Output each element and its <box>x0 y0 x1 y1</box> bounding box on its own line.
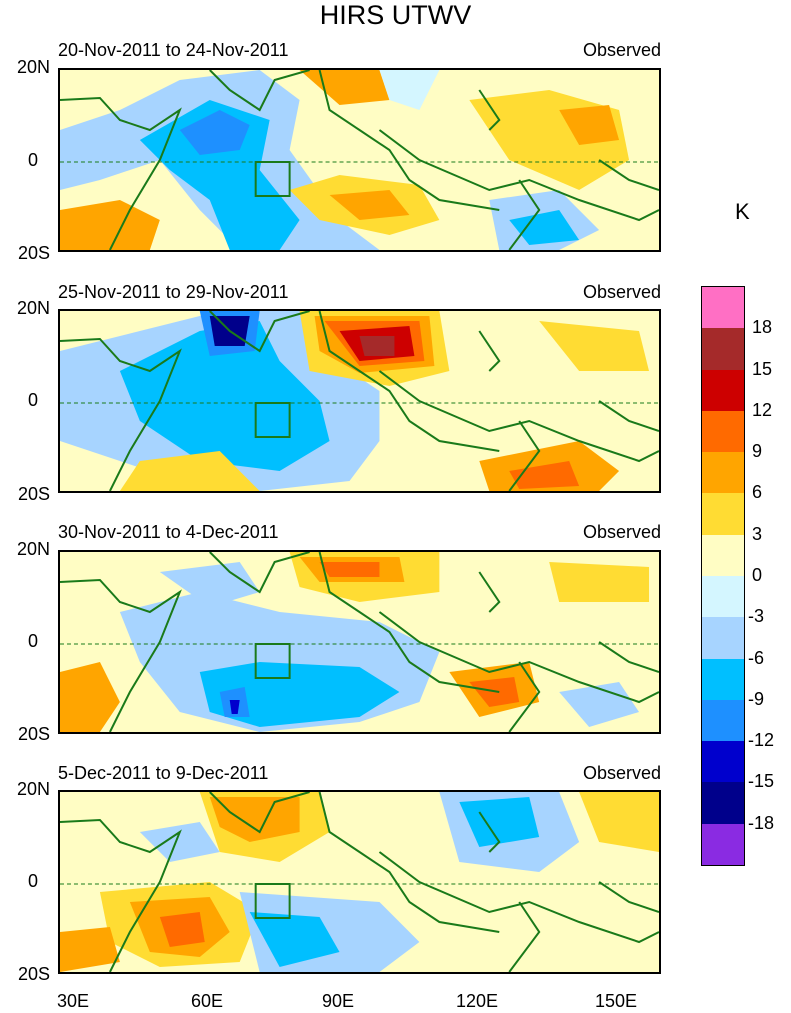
colorbar-tick-label: 18 <box>752 317 773 338</box>
panel-4-period: 5-Dec-2011 to 9-Dec-2011 <box>58 763 269 783</box>
colorbar-tick-label: -18 <box>748 812 775 833</box>
colorbar-box <box>702 534 744 577</box>
anomaly-contour <box>549 562 650 602</box>
panel-2-ylabel-0: 0 <box>27 390 38 410</box>
anomaly-contour <box>379 70 440 110</box>
panel-2-ylabel-20n: 20N <box>16 298 50 318</box>
colorbar-tick-label: 6 <box>752 482 763 503</box>
reference-box <box>254 402 291 438</box>
panel-4-label: Observed <box>582 763 661 783</box>
colorbar-box <box>702 369 744 412</box>
xlabel-30e: 30E <box>56 991 90 1011</box>
anomaly-contour <box>159 912 205 947</box>
panel-4-ylabel-20s: 20S <box>17 964 50 984</box>
anomaly-contour <box>159 562 260 607</box>
colorbar-tick-label: 3 <box>752 523 763 544</box>
panel-1-ylabel-20n: 20N <box>16 57 50 77</box>
anomaly-contour <box>119 451 260 491</box>
colorbar-tick-label: -9 <box>748 688 765 709</box>
panel-2-period: 25-Nov-2011 to 29-Nov-2011 <box>58 282 289 302</box>
colorbar-box <box>702 741 744 783</box>
colorbar-tick-label: -3 <box>748 606 765 627</box>
colorbar-box <box>702 328 744 371</box>
figure-title: HIRS UTWV <box>319 0 472 30</box>
colorbar-box <box>702 617 744 660</box>
anomaly-contour <box>509 210 580 245</box>
xlabel-60e: 60E <box>190 991 224 1011</box>
panel-2-ylabel-20s: 20S <box>17 484 50 504</box>
anomaly-contour <box>579 792 659 852</box>
colorbar-box <box>702 823 744 866</box>
map-panel-2 <box>58 309 661 493</box>
anomaly-contour <box>139 100 300 250</box>
reference-box <box>254 643 291 679</box>
panel-3-label: Observed <box>582 522 661 542</box>
anomaly-contour <box>209 797 300 842</box>
colorbar-unit: K <box>735 199 750 224</box>
panel-4-ylabel-20n: 20N <box>16 779 50 799</box>
anomaly-contour <box>559 682 640 727</box>
map-panel-3 <box>58 550 661 734</box>
reference-box <box>254 883 291 919</box>
colorbar-box <box>702 658 744 701</box>
colorbar-box <box>702 699 744 742</box>
anomaly-contour <box>179 110 250 155</box>
xlabel-150e: 150E <box>594 991 638 1011</box>
colorbar-box <box>702 782 744 825</box>
anomaly-contour <box>539 321 650 371</box>
xlabel-90e: 90E <box>321 991 355 1011</box>
coastlines <box>60 792 659 972</box>
xlabel-120e: 120E <box>455 991 499 1011</box>
anomaly-contour <box>229 700 240 714</box>
panel-3-ylabel-20s: 20S <box>17 724 50 744</box>
panel-4-ylabel-0: 0 <box>27 871 38 891</box>
reference-box <box>254 161 291 197</box>
anomaly-contour <box>459 797 540 847</box>
anomaly-contour <box>329 190 410 220</box>
colorbar-tick-label: -15 <box>748 771 775 792</box>
colorbar-tick-label: -6 <box>748 647 765 668</box>
map-panel-4 <box>58 790 661 974</box>
colorbar <box>701 286 745 866</box>
colorbar-box <box>702 576 744 618</box>
coastlines <box>60 311 659 491</box>
panel-2-label: Observed <box>582 282 661 302</box>
colorbar-box <box>702 410 744 453</box>
anomaly-contour <box>60 200 160 250</box>
anomaly-contour <box>249 912 340 967</box>
panel-1-ylabel-0: 0 <box>27 150 38 170</box>
colorbar-box <box>702 287 744 329</box>
anomaly-contour <box>319 562 380 577</box>
map-panel-1 <box>58 68 661 252</box>
panel-1-period: 20-Nov-2011 to 24-Nov-2011 <box>58 40 289 60</box>
colorbar-tick-label: 0 <box>752 565 763 585</box>
coastlines <box>60 552 659 732</box>
panel-1-label: Observed <box>582 40 661 60</box>
anomaly-contour <box>509 461 580 489</box>
colorbar-tick-label: 12 <box>752 399 773 420</box>
coastlines <box>60 70 659 250</box>
colorbar-tick-label: 15 <box>752 358 773 379</box>
anomaly-contour <box>359 336 395 356</box>
panel-3-period: 30-Nov-2011 to 4-Dec-2011 <box>58 522 279 542</box>
anomaly-contour <box>60 662 120 732</box>
colorbar-tick-label: 9 <box>752 441 763 462</box>
anomaly-contour <box>559 105 620 145</box>
panel-1-ylabel-20s: 20S <box>17 243 50 263</box>
colorbar-box <box>702 493 744 536</box>
anomaly-contour <box>139 822 220 862</box>
anomaly-contour <box>119 321 330 471</box>
anomaly-contour <box>199 662 400 727</box>
panel-3-ylabel-0: 0 <box>27 631 38 651</box>
colorbar-box <box>702 452 744 494</box>
colorbar-tick-label: -12 <box>748 730 775 751</box>
anomaly-contour <box>60 927 120 972</box>
panel-3-ylabel-20n: 20N <box>16 539 50 559</box>
